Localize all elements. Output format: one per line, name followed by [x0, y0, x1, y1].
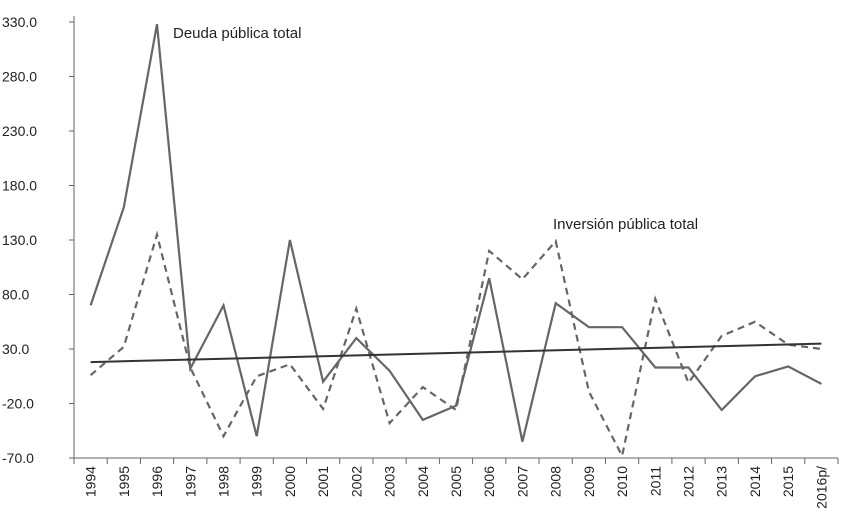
chart-axes	[73, 16, 838, 459]
annotation-inversion-publica: Inversión pública total	[553, 216, 698, 233]
x-tick-label: 2014	[747, 466, 763, 497]
x-tick-label: 2013	[714, 466, 730, 497]
x-tick-label: 2005	[448, 466, 464, 497]
trend-line	[90, 342, 822, 364]
y-tick-label: 280.0	[2, 69, 37, 85]
x-tick-label: 2008	[548, 466, 564, 497]
series-line-deuda	[89, 24, 822, 442]
x-tick-label: 1997	[182, 466, 198, 497]
annotation-deuda-publica: Deuda pública total	[173, 25, 301, 42]
x-tick-label: 2010	[614, 466, 630, 497]
x-tick-label: 2016p/	[813, 466, 829, 509]
x-tick-label: 2012	[681, 466, 697, 497]
x-tick-label: 2007	[514, 466, 530, 497]
x-tick-label: 1998	[215, 466, 231, 497]
x-tick-label: 2006	[481, 466, 497, 497]
y-tick-label: -20.0	[2, 396, 34, 412]
series-line-inversion	[89, 230, 822, 460]
x-tick-label: 2009	[581, 466, 597, 497]
y-tick-label: 330.0	[2, 14, 37, 30]
y-axis-ticks: 330.0 280.0 230.0 180.0 130.0 80.0 30.0 -20.0 -7…	[2, 14, 74, 466]
x-tick-label: 1994	[83, 466, 99, 497]
x-tick-label: 1999	[249, 466, 265, 497]
y-tick-label: -70.0	[2, 450, 34, 466]
y-tick-label: 30.0	[2, 341, 29, 357]
y-tick-label: 180.0	[2, 178, 37, 194]
x-tick-label: 2003	[382, 466, 398, 497]
y-tick-label: 230.0	[2, 123, 37, 139]
x-tick-label: 2002	[348, 466, 364, 497]
x-tick-label: 1996	[149, 466, 165, 497]
x-tick-label: 2015	[780, 466, 796, 497]
x-tick-label: 2011	[647, 466, 663, 496]
x-tick-label: 2001	[315, 466, 331, 497]
chart-series	[89, 24, 822, 460]
x-axis-ticks: 1994 1995 1996 1997 1998 1999 2000 2001 2002 2003…	[73, 458, 839, 509]
x-tick-label: 2004	[415, 466, 431, 497]
y-tick-label: 130.0	[2, 232, 37, 248]
x-tick-label: 1995	[116, 466, 132, 497]
y-tick-label: 80.0	[2, 287, 29, 303]
x-tick-label: 2000	[282, 466, 298, 497]
